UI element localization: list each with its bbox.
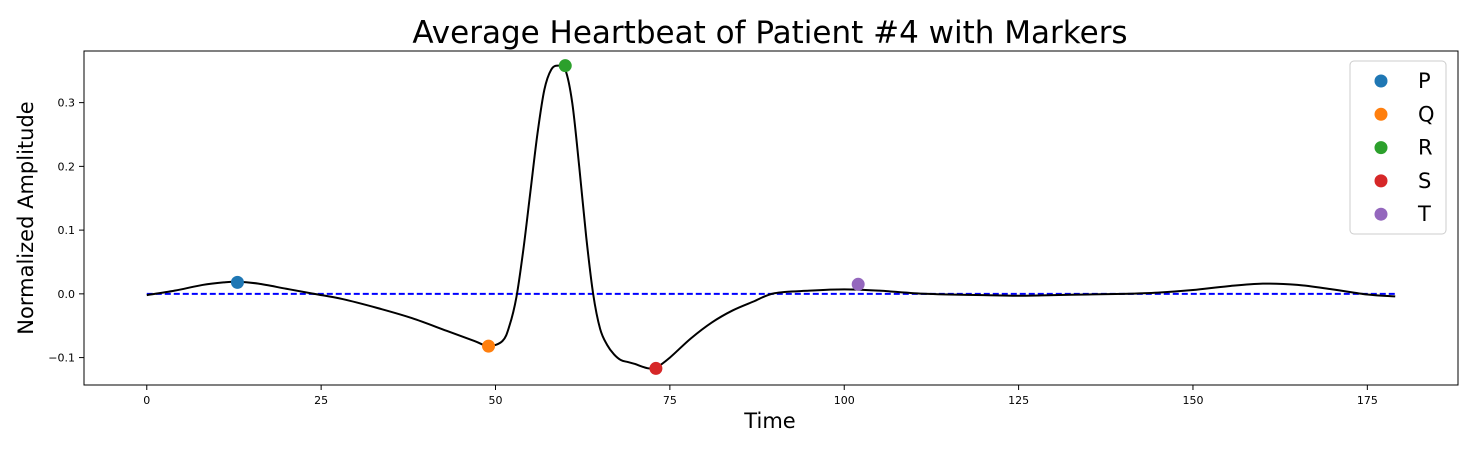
x-tick-label: 125 xyxy=(1008,394,1029,407)
x-tick-label: 0 xyxy=(143,394,150,407)
x-axis-label: Time xyxy=(743,409,795,433)
legend-label-r: R xyxy=(1418,136,1433,160)
y-tick-label: 0.2 xyxy=(58,160,76,173)
y-axis-label: Normalized Amplitude xyxy=(14,101,38,334)
signal-line xyxy=(146,64,1396,370)
marker-r xyxy=(558,59,572,73)
legend-label-q: Q xyxy=(1418,102,1435,126)
y-tick-label: 0.0 xyxy=(58,288,76,301)
x-tick-label: 75 xyxy=(663,394,677,407)
y-tick-label: −0.1 xyxy=(48,352,75,365)
legend-label-t: T xyxy=(1417,202,1431,226)
legend-marker-q xyxy=(1374,107,1388,121)
y-tick-label: 0.3 xyxy=(58,97,76,110)
x-tick-label: 50 xyxy=(489,394,503,407)
y-tick-label: 0.1 xyxy=(58,224,76,237)
marker-p xyxy=(230,275,244,289)
axes-frame xyxy=(83,50,1459,386)
legend-box xyxy=(1349,60,1447,235)
legend-marker-r xyxy=(1374,141,1388,155)
legend-marker-s xyxy=(1374,174,1388,188)
legend-marker-t xyxy=(1374,207,1388,221)
x-tick-label: 175 xyxy=(1357,394,1378,407)
x-tick-label: 100 xyxy=(834,394,855,407)
marker-t xyxy=(851,277,865,291)
legend-marker-p xyxy=(1374,74,1388,88)
chart-title: Average Heartbeat of Patient #4 with Mar… xyxy=(412,15,1127,51)
legend-label-p: P xyxy=(1418,69,1431,93)
marker-q xyxy=(482,339,496,353)
marker-s xyxy=(649,361,663,375)
x-tick-label: 150 xyxy=(1182,394,1203,407)
plot-area: 0 25 50 75 100 125 150 175 −0.1 0.0 0.1 0.2 0.3 xyxy=(48,50,1459,407)
x-tick-label: 25 xyxy=(314,394,328,407)
legend-label-s: S xyxy=(1418,169,1431,193)
